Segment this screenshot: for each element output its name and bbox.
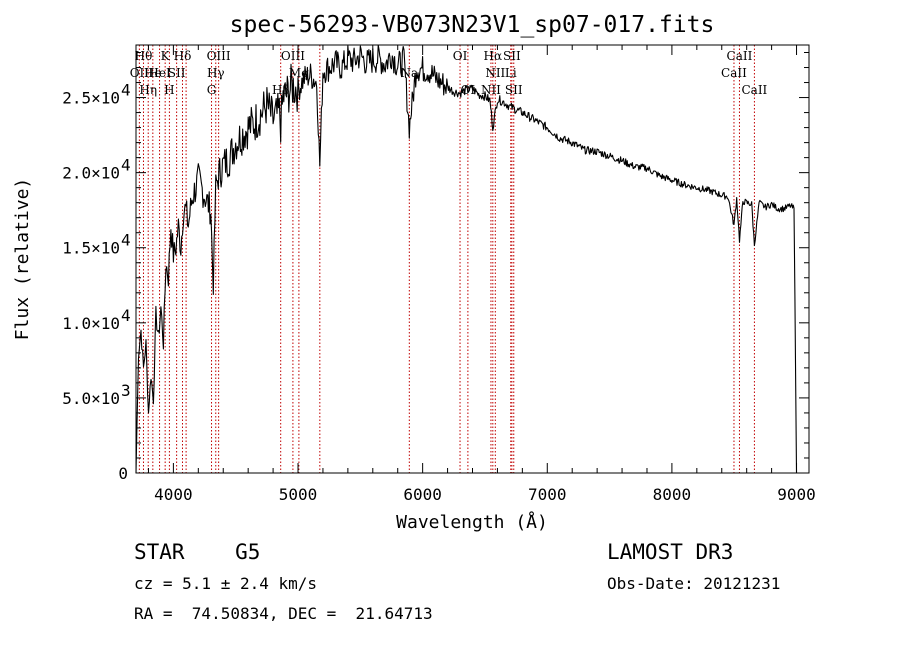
x-tick-label-4: 8000 [653,485,692,504]
line-label-3: He [144,66,162,80]
line-label-17: Na [400,66,418,80]
x-axis-label: Wavelength (Å) [396,511,548,533]
line-label-20: NII [481,83,501,97]
x-axis: 4000 5000 6000 7000 8000 9000 [147,45,816,504]
x-tick-label-5: 9000 [777,485,816,504]
x-tick-label-2: 6000 [403,485,442,504]
line-label-10: G [207,83,217,97]
y-tick-label-2: 1.0×10 [62,314,120,333]
y-tick-exponent-5: 4 [121,81,131,100]
line-label-8: Hδ [174,49,192,63]
y-tick-label-0: 0 [118,464,128,483]
line-label-24: SII [503,49,521,63]
y-tick-exponent-1: 3 [121,381,131,400]
line-label-27: CaII [727,49,753,63]
line-label-1: Hθ [135,49,153,63]
x-tick-label-3: 7000 [528,485,567,504]
line-label-13: Hβ [272,83,289,97]
line-label-28: CaII [741,83,767,97]
line-label-25: SII [505,83,523,97]
line-label-23: Li [505,66,517,80]
line-label-2: Hη [139,83,157,97]
line-label-4: HeI [148,66,171,80]
line-label-21: Hα [484,49,503,63]
obs-date-text: Obs-Date: 20121231 [607,574,780,593]
object-class: STAR G5 [134,540,260,564]
survey-name: LAMOST DR3 [607,540,733,564]
y-tick-label-3: 1.5×10 [62,239,120,258]
line-label-26: CaII [721,66,747,80]
line-label-19: OI [461,83,476,97]
spectrum-series [135,44,798,474]
y-tick-exponent-4: 4 [121,156,131,175]
line-label-5: K [161,49,171,63]
line-label-18: OI [453,49,468,63]
y-tick-label-5: 2.5×10 [62,89,120,108]
y-tick-exponent-3: 4 [121,231,131,250]
line-label-12: OIII [207,49,231,63]
plot-frame [135,44,810,474]
y-tick-exponent-2: 4 [121,306,131,325]
line-label-14: OIII [281,49,305,63]
spectrum-line [135,44,798,474]
line-label-11: Hγ [207,66,225,80]
line-label-0: OII [130,66,150,80]
line-label-22: NII [485,66,505,80]
y-tick-label-4: 2.0×10 [62,164,120,183]
line-label-6: H [164,83,174,97]
y-axis: 05.0×10 31.0×10 41.5×10 42.0×10 42.5×10 4 [62,52,809,483]
coordinates-text: RA = 74.50834, DEC = 21.64713 [134,604,433,623]
spectral-line-markers [138,45,755,473]
line-label-7: SII [168,66,186,80]
line-label-15: Mg [289,66,309,80]
y-tick-label-1: 5.0×10 [62,389,120,408]
redshift-text: cz = 5.1 ± 2.4 km/s [134,574,317,593]
x-tick-label-0: 4000 [154,485,193,504]
chart-title: spec-56293-VB073N23V1_sp07-017.fits [230,12,715,38]
y-axis-label: Flux (relative) [12,178,33,341]
x-tick-label-1: 5000 [279,485,318,504]
